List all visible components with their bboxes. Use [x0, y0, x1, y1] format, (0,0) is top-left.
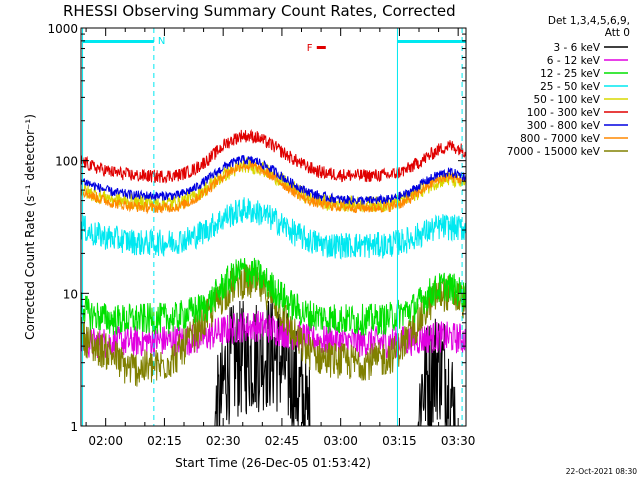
y-tick-label: 100	[55, 155, 78, 169]
flag-f-bar	[316, 46, 326, 49]
legend-entry-label: 25 - 50 keV	[540, 81, 601, 93]
y-tick-label: 1	[70, 420, 78, 434]
x-tick-label: 02:30	[206, 434, 241, 448]
vertical-markers-group	[82, 28, 463, 426]
flags-group: NF	[82, 36, 466, 54]
x-tick-label: 02:00	[88, 434, 123, 448]
flag-n-bar	[82, 40, 154, 43]
chart-title: RHESSI Observing Summary Count Rates, Co…	[63, 2, 456, 20]
flag-n-bar-2	[397, 40, 466, 43]
x-tick-label: 03:15	[382, 434, 417, 448]
legend-entry-label: 12 - 25 keV	[540, 68, 601, 80]
y-tick-label: 1000	[47, 22, 78, 36]
legend-header-line1: Det 1,3,4,5,6,9,	[548, 15, 630, 27]
y-axis-label: Corrected Count Rate (s⁻¹ detector⁻¹)	[23, 114, 37, 340]
y-ticks-group: 1 10 100 1000	[47, 22, 466, 434]
legend-entry-label: 800 - 7000 keV	[520, 133, 601, 145]
series-line-300-800kev	[80, 155, 467, 205]
flag-f-label: F	[307, 43, 313, 54]
plot-series-group	[80, 128, 467, 427]
series-line-800-7000kev	[80, 161, 467, 215]
footer-date: 22-Oct-2021 08:30	[566, 467, 637, 476]
x-tick-label: 03:00	[323, 434, 358, 448]
x-axis-label: Start Time (26-Dec-05 01:53:42)	[175, 456, 371, 470]
x-tick-label: 03:30	[441, 434, 476, 448]
legend-entry-label: 6 - 12 keV	[547, 55, 601, 67]
flag-n-label: N	[158, 36, 165, 47]
y-tick-label: 10	[63, 287, 78, 301]
legend-entry-label: 50 - 100 keV	[533, 94, 600, 106]
legend-entry-label: 300 - 800 keV	[527, 120, 601, 132]
series-line-100-300kev	[80, 128, 467, 184]
x-ticks-group: 02:00 02:15 02:30 02:45 03:00 03:15 03:30	[85, 28, 476, 448]
x-tick-label: 02:15	[147, 434, 182, 448]
legend-entry-label: 7000 - 15000 keV	[507, 146, 601, 158]
x-tick-label: 02:45	[265, 434, 300, 448]
legend-entry-label: 3 - 6 keV	[553, 42, 600, 54]
legend-entry-label: 100 - 300 keV	[527, 107, 601, 119]
series-line-25-50kev	[80, 197, 467, 260]
plot-frame	[80, 27, 467, 427]
series-line-12-25kev	[80, 257, 467, 337]
legend-header-line2: Att 0	[605, 27, 630, 39]
